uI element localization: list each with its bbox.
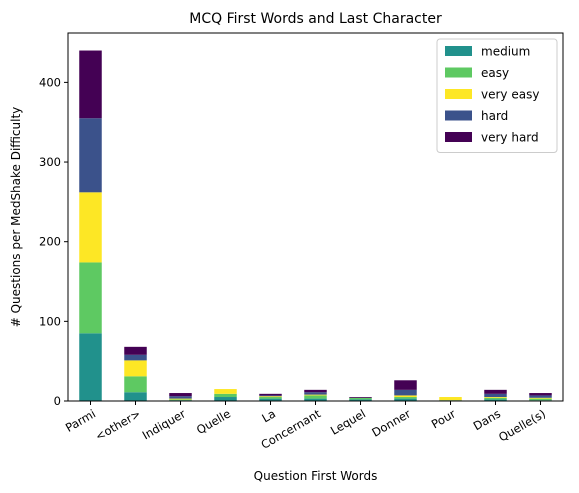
bar-segment-very-easy-3 [214, 389, 237, 394]
legend-swatch-easy [445, 67, 472, 78]
bar-segment-medium-1 [124, 392, 147, 401]
bar-segment-medium-7 [394, 398, 417, 401]
legend-label-very-easy: very easy [481, 88, 539, 102]
bar-segment-easy-7 [394, 397, 417, 399]
y-tick-label: 300 [39, 155, 61, 169]
y-tick-label: 0 [54, 394, 61, 408]
bar-segment-very-easy-8 [439, 397, 462, 401]
y-axis: 0 100 200 300 400 [39, 75, 68, 408]
y-tick-label: 400 [39, 75, 61, 89]
x-tick-label: Donner [369, 406, 413, 439]
bar-segment-very-easy-9 [484, 397, 507, 398]
bar-segment-very-easy-2 [169, 398, 192, 400]
bar-segment-hard-9 [484, 393, 507, 398]
bar-segment-easy-4 [259, 397, 282, 399]
bar-segment-very-hard-5 [304, 389, 327, 393]
bar-segment-easy-6 [349, 397, 372, 400]
legend-label-hard: hard [481, 109, 508, 123]
bar-segment-easy-10 [529, 398, 552, 401]
bar-segment-hard-0 [79, 118, 102, 193]
bar-segment-medium-4 [259, 398, 282, 401]
legend-label-medium: medium [481, 45, 530, 59]
y-axis-label: # Questions per MedShake Difficulty [9, 107, 23, 328]
bar-segment-very-hard-0 [79, 50, 102, 119]
bar-segment-easy-5 [304, 395, 327, 399]
bar-segment-medium-6 [349, 399, 372, 401]
bar-segment-medium-0 [79, 333, 102, 401]
legend-box [436, 38, 558, 153]
bar-segment-medium-9 [484, 399, 507, 401]
plot-frame [67, 32, 564, 402]
bar-segment-hard-7 [394, 389, 417, 396]
bar-segment-very-hard-4 [259, 393, 282, 396]
bar-segment-easy-2 [169, 399, 192, 401]
bar-segment-easy-9 [484, 397, 507, 400]
bar-segment-easy-3 [214, 393, 237, 398]
bar-segment-very-hard-10 [529, 393, 552, 396]
legend: medium easy very easy hard very hard [436, 38, 558, 153]
bar-segment-very-hard-2 [169, 393, 192, 397]
x-tick-label: Quelle [194, 406, 233, 437]
bar-segment-hard-4 [259, 395, 282, 397]
bar-segment-very-easy-0 [79, 192, 102, 263]
bar-segment-medium-5 [304, 398, 327, 401]
legend-swatch-very-easy [445, 89, 472, 99]
legend-label-easy: easy [481, 66, 509, 80]
legend-swatch-medium [445, 46, 472, 56]
chart-title: MCQ First Words and Last Character [189, 11, 442, 27]
bar-segment-easy-1 [124, 376, 147, 393]
bar-segment-very-easy-1 [124, 360, 147, 377]
legend-swatch-hard [445, 110, 472, 121]
bar-segment-very-easy-5 [304, 394, 327, 396]
legend-label-very-hard: very hard [481, 131, 539, 145]
bar-segment-medium-3 [214, 397, 237, 401]
bar-segment-hard-2 [169, 396, 192, 399]
x-tick-label: Indiquer [140, 406, 188, 442]
bar-segment-very-hard-1 [124, 346, 147, 355]
bar-segment-very-easy-10 [529, 397, 552, 399]
x-tick-label: La [259, 406, 278, 425]
x-tick-label: Dans [471, 406, 503, 433]
x-tick-label: Pour [429, 406, 458, 431]
bar-segment-very-hard-9 [484, 389, 507, 394]
bar-segment-hard-5 [304, 392, 327, 395]
legend-swatch-very-hard [445, 132, 472, 142]
y-tick-label: 100 [39, 314, 61, 328]
bar-segment-hard-1 [124, 354, 147, 361]
bar-segment-very-easy-4 [259, 396, 282, 398]
bars-group [79, 50, 552, 401]
bar-segment-easy-0 [79, 262, 102, 334]
x-tick-label: Lequel [328, 406, 368, 437]
bar-segment-very-easy-7 [394, 395, 417, 398]
bar-segment-very-hard-6 [349, 397, 372, 398]
bar-segment-hard-10 [529, 395, 552, 398]
x-tick-label: <other> [93, 406, 143, 443]
x-axis-label: Question First Words [254, 469, 378, 483]
x-tick-label: Quelle(s) [496, 406, 548, 444]
bar-segment-very-hard-7 [394, 380, 417, 390]
y-tick-label: 200 [39, 235, 61, 249]
